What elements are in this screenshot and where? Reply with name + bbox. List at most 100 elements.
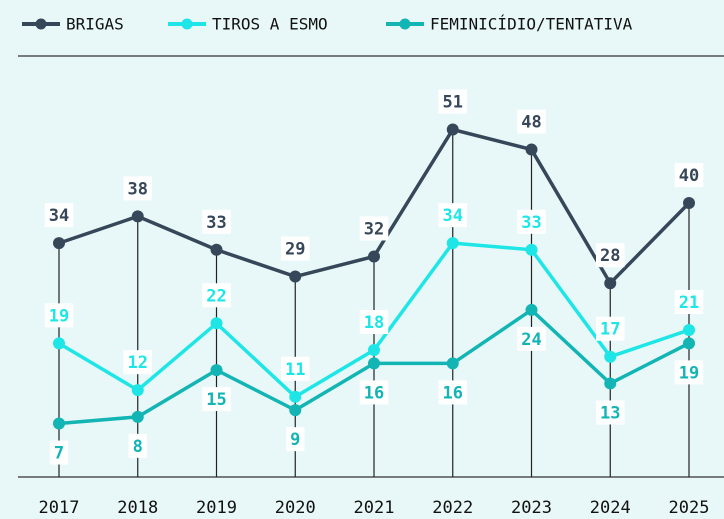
point bbox=[683, 197, 695, 210]
data-label: 33 bbox=[206, 213, 226, 233]
x-tick-label: 2021 bbox=[354, 498, 395, 518]
data-label: 34 bbox=[49, 206, 69, 226]
label-bg bbox=[517, 326, 546, 351]
data-label: 8 bbox=[133, 437, 143, 457]
label-bg bbox=[438, 203, 467, 228]
verticals bbox=[58, 129, 690, 477]
data-label: 17 bbox=[600, 320, 620, 340]
x-tick-label: 2018 bbox=[117, 498, 158, 518]
label-bg bbox=[517, 209, 546, 234]
point bbox=[368, 250, 380, 263]
label-bg bbox=[674, 289, 704, 314]
data-label: 24 bbox=[521, 330, 541, 350]
label-bg bbox=[674, 360, 704, 385]
legend-label: TIROS A ESMO bbox=[212, 15, 328, 34]
legend-marker bbox=[35, 18, 47, 30]
x-tick-label: 2022 bbox=[432, 498, 473, 518]
point bbox=[53, 417, 65, 430]
data-label: 40 bbox=[679, 166, 699, 186]
label-bg bbox=[44, 303, 74, 328]
data-label: 21 bbox=[679, 293, 699, 313]
label-bg bbox=[359, 380, 389, 405]
label-bg bbox=[202, 283, 231, 308]
point bbox=[683, 337, 695, 350]
point bbox=[289, 404, 302, 417]
point bbox=[289, 270, 302, 283]
data-label: 32 bbox=[364, 219, 384, 239]
label-bg bbox=[438, 89, 467, 114]
legend-label: BRIGAS bbox=[66, 15, 124, 34]
legend-marker bbox=[181, 18, 193, 30]
label-bg bbox=[596, 400, 625, 425]
data-label: 16 bbox=[443, 383, 463, 403]
data-label: 48 bbox=[521, 113, 541, 133]
label-bg bbox=[281, 356, 310, 381]
label-bg bbox=[123, 176, 152, 201]
label-bg bbox=[44, 203, 74, 228]
point bbox=[604, 350, 617, 363]
point bbox=[446, 123, 459, 136]
label-bg bbox=[674, 163, 704, 188]
label-bg bbox=[123, 350, 152, 375]
data-label: 19 bbox=[679, 363, 699, 383]
data-label: 12 bbox=[128, 353, 148, 373]
label-bg bbox=[359, 310, 389, 335]
point bbox=[368, 357, 380, 370]
data-label: 38 bbox=[128, 179, 148, 199]
point bbox=[525, 243, 538, 256]
label-bg bbox=[202, 387, 231, 412]
point bbox=[604, 377, 617, 390]
labels: 34 38 33 29 32 51 48 28 40 19 12 22 11 18 34 33 17 21 7 8 15… bbox=[44, 89, 704, 465]
label-bg bbox=[596, 316, 625, 341]
x-tick-label: 2019 bbox=[196, 498, 237, 518]
data-label: 22 bbox=[206, 286, 226, 306]
label-bg bbox=[286, 427, 305, 452]
point bbox=[525, 303, 538, 316]
point bbox=[525, 143, 538, 156]
label-bg bbox=[128, 433, 147, 458]
point bbox=[131, 410, 144, 423]
data-label: 34 bbox=[443, 206, 463, 226]
point bbox=[604, 277, 617, 290]
point bbox=[368, 344, 380, 357]
legend-label: FEMINICÍDIO/TENTATIVA bbox=[430, 15, 633, 34]
point bbox=[446, 237, 459, 250]
point bbox=[210, 364, 223, 377]
data-label: 19 bbox=[49, 306, 69, 326]
x-tick-label: 2025 bbox=[669, 498, 710, 518]
point bbox=[446, 357, 459, 370]
point bbox=[53, 337, 65, 350]
data-label: 15 bbox=[206, 390, 226, 410]
point bbox=[210, 243, 223, 256]
data-label: 18 bbox=[364, 313, 384, 333]
label-bg bbox=[202, 209, 231, 234]
data-label: 11 bbox=[285, 360, 305, 380]
point bbox=[289, 390, 302, 403]
x-tick-label: 2020 bbox=[275, 498, 316, 518]
data-label: 13 bbox=[600, 403, 620, 423]
label-bg bbox=[359, 216, 389, 241]
data-label: 28 bbox=[600, 246, 620, 266]
data-label: 7 bbox=[54, 444, 64, 464]
point bbox=[131, 210, 144, 223]
x-tick-label: 2024 bbox=[590, 498, 631, 518]
label-bg bbox=[438, 380, 467, 405]
data-label: 9 bbox=[290, 430, 300, 450]
label-bg bbox=[596, 243, 625, 268]
label-bg bbox=[281, 236, 310, 261]
point bbox=[53, 237, 65, 250]
legend-marker bbox=[399, 18, 411, 30]
point bbox=[210, 317, 223, 330]
data-label: 33 bbox=[521, 213, 541, 233]
data-label: 51 bbox=[443, 93, 463, 113]
x-tick-label: 2023 bbox=[511, 498, 552, 518]
points bbox=[53, 123, 695, 430]
point bbox=[131, 384, 144, 397]
data-label: 29 bbox=[285, 240, 305, 260]
label-bg bbox=[517, 109, 546, 134]
label-bg bbox=[49, 440, 69, 465]
data-label: 16 bbox=[364, 383, 384, 403]
x-tick-label: 2017 bbox=[39, 498, 80, 518]
point bbox=[683, 323, 695, 336]
